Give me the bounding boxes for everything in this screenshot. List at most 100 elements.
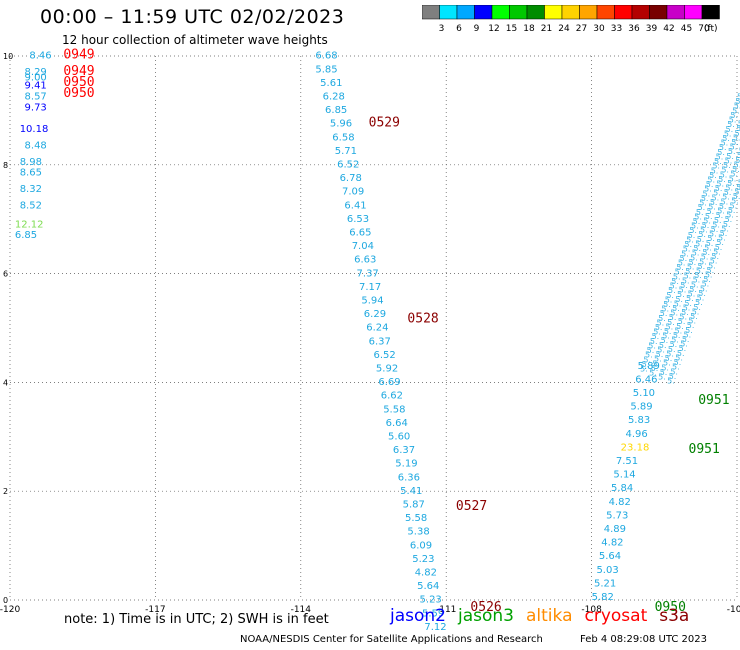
swath-mark: 5. bbox=[713, 189, 721, 198]
swath-mark: 5. bbox=[729, 174, 737, 183]
swath-mark: 5. bbox=[729, 201, 737, 210]
swath-mark: 5. bbox=[695, 239, 703, 248]
y-tick-label: 0 bbox=[3, 596, 8, 605]
swath-mark: 5. bbox=[672, 363, 680, 372]
time-annotation: 0951 bbox=[698, 393, 729, 408]
swath-mark: 5. bbox=[694, 212, 702, 221]
wave-height-label: 8.46 bbox=[29, 51, 51, 62]
wave-height-label: 5.94 bbox=[361, 296, 383, 307]
swath-mark: 5. bbox=[685, 326, 693, 335]
swath-mark: 5. bbox=[708, 261, 716, 270]
swath-mark: 5. bbox=[701, 194, 709, 203]
swath-mark: 5. bbox=[675, 268, 683, 277]
time-annotation: 0950 bbox=[63, 86, 94, 101]
swath-mark: 5. bbox=[736, 183, 740, 192]
swath-mark: 5. bbox=[662, 332, 670, 341]
swath-mark: 5. bbox=[700, 284, 708, 293]
swath-mark: 5. bbox=[674, 358, 682, 367]
colorbar-label: 12 bbox=[488, 24, 499, 34]
wave-height-label: 9.41 bbox=[25, 81, 47, 92]
swath-mark: 5. bbox=[670, 340, 678, 349]
swath-mark: 5. bbox=[651, 364, 659, 373]
swath-mark: 5. bbox=[647, 346, 655, 355]
swath-mark: 5. bbox=[663, 300, 671, 309]
swath-mark: 5. bbox=[706, 266, 714, 275]
swath-mark: 5. bbox=[705, 270, 713, 279]
wave-height-label: 5.85 bbox=[315, 64, 337, 75]
wave-height-label: 5.38 bbox=[407, 527, 429, 538]
wave-height-label: 6.37 bbox=[369, 336, 391, 347]
swath-mark: 5. bbox=[690, 253, 698, 262]
swath-mark: 5. bbox=[735, 97, 740, 106]
swath-mark: 5. bbox=[697, 262, 705, 271]
swath-mark: 5. bbox=[678, 258, 686, 267]
wave-height-label: 5.23 bbox=[420, 595, 442, 606]
wave-height-label: 7.37 bbox=[357, 268, 379, 279]
swath-mark: 5. bbox=[711, 166, 719, 175]
y-tick-label: 8 bbox=[3, 161, 8, 170]
wave-height-label: 12.12 bbox=[15, 219, 44, 230]
swath-mark: 5. bbox=[732, 165, 740, 174]
color-scale-bar: 3 6 9 12 15 18 21 24 27 30 33 36 39 42 45 70(ft) bbox=[422, 5, 720, 34]
wave-height-label: 7.12 bbox=[424, 622, 446, 633]
wave-height-label: 7.09 bbox=[342, 187, 364, 198]
swath-mark: 5. bbox=[694, 271, 702, 280]
wave-height-label: 5.89 bbox=[630, 402, 652, 413]
swath-mark: 5. bbox=[660, 368, 668, 377]
swath-mark: 5. bbox=[695, 298, 703, 307]
swath-mark: 5. bbox=[714, 216, 722, 225]
swath-mark: 5. bbox=[670, 367, 678, 376]
swath-mark: 5. bbox=[720, 170, 728, 179]
wave-height-label: 6.46 bbox=[635, 374, 657, 385]
wave-height-label: 6.63 bbox=[354, 255, 376, 266]
swath-mark: 5. bbox=[648, 341, 656, 350]
colorbar-label: 21 bbox=[541, 24, 552, 34]
swath-mark: 5. bbox=[717, 207, 725, 216]
swath-mark: 5. bbox=[690, 312, 698, 321]
swath-mark: 5. bbox=[675, 353, 683, 362]
wave-height-label: 5.03 bbox=[596, 565, 618, 576]
wave-height-label: 6.68 bbox=[315, 51, 337, 62]
wave-height-label: 6.09 bbox=[410, 540, 432, 551]
wave-height-label: 5.21 bbox=[594, 578, 616, 589]
swath-mark: 5. bbox=[710, 257, 718, 266]
colorbar-label: 36 bbox=[628, 24, 640, 34]
swath-mark: 5. bbox=[693, 244, 701, 253]
swath-mark: 5. bbox=[714, 157, 722, 166]
colorbar-label: 3 bbox=[439, 24, 445, 34]
colorbar-label: 6 bbox=[456, 24, 462, 34]
credit-date: Feb 4 08:29:08 UTC 2023 bbox=[580, 634, 707, 645]
wave-height-label: 8.65 bbox=[20, 168, 42, 179]
swath-mark: 5. bbox=[712, 220, 720, 229]
wave-height-label: 5.23 bbox=[412, 554, 434, 565]
x-tick-label: -105 bbox=[727, 605, 740, 615]
swath-mark: 5. bbox=[730, 143, 738, 152]
colorbar-label: 24 bbox=[558, 24, 570, 34]
colorbar-label: 70 bbox=[698, 24, 710, 34]
x-tick-label: -114 bbox=[291, 605, 312, 615]
wave-height-label: 6.37 bbox=[393, 445, 415, 456]
swath-mark: 5. bbox=[658, 314, 666, 323]
wave-height-label: 8.29 bbox=[25, 67, 47, 78]
wave-height-label: 6.29 bbox=[364, 309, 386, 320]
wave-height-label: 5.61 bbox=[320, 78, 342, 89]
swath-mark: 5. bbox=[702, 248, 710, 257]
time-annotation: 0950 bbox=[655, 600, 686, 615]
wave-height-label: 6.78 bbox=[340, 173, 362, 184]
wave-height-label: 4.82 bbox=[609, 497, 631, 508]
swath-mark: 5. bbox=[669, 313, 677, 322]
wave-height-label: 8.57 bbox=[25, 92, 47, 103]
swath-mark: 5. bbox=[699, 199, 707, 208]
time-annotation: 0528 bbox=[407, 312, 438, 327]
swath-mark: 5. bbox=[734, 129, 740, 138]
time-annotation: 0529 bbox=[369, 116, 400, 131]
time-annotation: 0950 bbox=[63, 75, 94, 90]
swath-mark: 5. bbox=[682, 276, 690, 285]
wave-height-label: 6.62 bbox=[381, 391, 403, 402]
wave-height-label: 5.58 bbox=[405, 513, 427, 524]
swath-mark: 5. bbox=[727, 120, 735, 129]
wave-height-label: 5.73 bbox=[606, 510, 628, 521]
wave-height-label: 5.84 bbox=[611, 483, 633, 494]
swath-mark: 5. bbox=[717, 148, 725, 157]
